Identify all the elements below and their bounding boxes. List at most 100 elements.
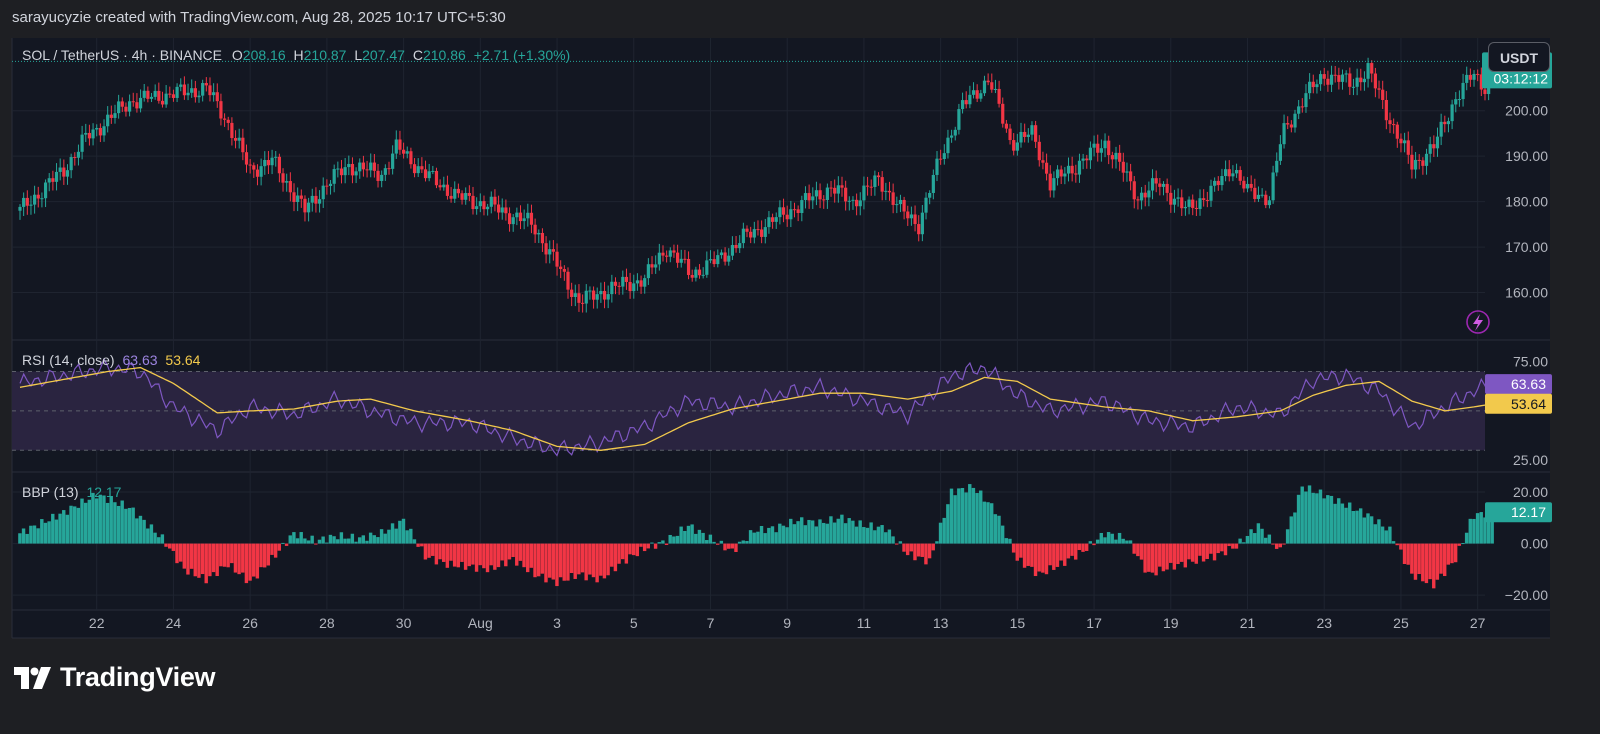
bbp-bar (1417, 543, 1421, 575)
bbp-bar (737, 541, 742, 544)
bbp-bar (266, 543, 271, 566)
symbol-name[interactable]: SOL / TetherUS (22, 47, 120, 63)
rsi-value-badge (1485, 374, 1552, 395)
bbp-bar (73, 506, 77, 544)
bbp-bar (1439, 543, 1443, 574)
bbp-name[interactable]: BBP (13) (22, 484, 79, 500)
bbp-bar (1139, 543, 1144, 560)
candle-body (588, 290, 592, 292)
candle-body (1384, 99, 1388, 121)
candle-body (676, 252, 680, 263)
candle-body (1264, 194, 1268, 206)
bbp-bar (810, 520, 815, 544)
bbp-bar (613, 543, 618, 572)
bbp-bar (675, 535, 680, 544)
candle-body (1271, 172, 1275, 201)
candle-body (266, 160, 271, 166)
rsi-name[interactable]: RSI (14, close) (22, 352, 115, 368)
bbp-bar (175, 543, 179, 564)
bbp-bar (862, 527, 866, 544)
bbp-bar (631, 543, 636, 556)
candle-body (343, 167, 347, 176)
bbp-bar (138, 515, 143, 544)
bbp-bar (800, 517, 804, 544)
rsi-ma-badge (1485, 393, 1552, 414)
lightning-icon[interactable] (1466, 310, 1490, 334)
candle-body (193, 88, 197, 98)
currency-button[interactable]: USDT (1488, 42, 1550, 72)
bbp-bar (507, 543, 512, 560)
bbp-bar (1143, 543, 1147, 573)
candle-body (84, 132, 88, 135)
rsi-legend[interactable]: RSI (14, close) 63.63 53.64 (22, 352, 200, 368)
bbp-bar (1391, 541, 1396, 544)
candle-body (1037, 141, 1041, 161)
bbp-bar (964, 492, 968, 544)
bbp-bar (1088, 541, 1093, 544)
bbp-bar (1004, 538, 1008, 544)
candle-body (679, 258, 683, 263)
bbp-bar (653, 543, 658, 549)
candle-body (226, 119, 230, 123)
bbp-bar (650, 542, 654, 544)
bbp-bar (189, 543, 194, 569)
bbp-bar (200, 543, 205, 575)
candle-body (573, 293, 577, 298)
candle-body (1435, 136, 1440, 149)
symbol-exchange: BINANCE (159, 47, 222, 63)
candle-body (314, 195, 318, 204)
rsi-value: 63.63 (122, 352, 158, 368)
bbp-bar (895, 543, 899, 545)
bbp-bar (496, 543, 501, 568)
bbp-bar (383, 533, 387, 544)
bbp-bar (354, 541, 358, 544)
bbp-bar (562, 543, 566, 581)
bbp-bar (32, 525, 37, 544)
bbp-bar (884, 532, 888, 544)
bbp-bar (1267, 534, 1272, 544)
symbol-legend[interactable]: SOL / TetherUS · 4h · BINANCE O208.16 H2… (22, 47, 571, 63)
bbp-bar (1263, 537, 1268, 544)
tradingview-logo[interactable]: TradingView (14, 662, 216, 693)
candle-body (281, 173, 285, 183)
candle-body (1297, 106, 1301, 114)
bbp-bar (573, 543, 577, 579)
tradingview-logo-icon (14, 666, 51, 689)
bbp-bar (1410, 543, 1414, 574)
bbp-bar (946, 504, 950, 544)
candle-body (865, 185, 870, 187)
bbp-bar (347, 538, 351, 544)
candle-body (939, 158, 943, 160)
bbp-bar (47, 521, 51, 544)
bbp-value-badge-text: 12.17 (1511, 504, 1546, 520)
candle-body (1194, 207, 1198, 209)
bbp-bar (975, 493, 979, 544)
candle-body (350, 163, 355, 176)
candle-body (51, 178, 55, 182)
bbp-bar (1150, 543, 1155, 573)
candle-body (1220, 176, 1224, 186)
bbp-legend[interactable]: BBP (13) 12.17 (22, 484, 121, 500)
bbp-bar (694, 533, 698, 544)
candle-body (1150, 178, 1155, 191)
bbp-bar (281, 542, 285, 544)
candle-body (1176, 197, 1180, 199)
bbp-bar (416, 543, 420, 547)
candle-body (570, 289, 574, 298)
bbp-bar (1103, 537, 1107, 544)
bbp-bar (211, 543, 216, 573)
bbp-bar (1475, 513, 1480, 544)
candle-body (971, 90, 976, 95)
symbol-interval[interactable]: 4h (131, 47, 148, 63)
candle-body (33, 194, 37, 205)
bbp-bar (431, 543, 435, 556)
candle-body (807, 193, 811, 201)
candle-body (270, 157, 274, 166)
candle-body (383, 168, 387, 175)
candle-body (968, 94, 972, 105)
bbp-bar (343, 538, 347, 544)
candle-body (851, 199, 855, 201)
candle-body (548, 249, 552, 255)
bbp-bar (339, 532, 344, 544)
